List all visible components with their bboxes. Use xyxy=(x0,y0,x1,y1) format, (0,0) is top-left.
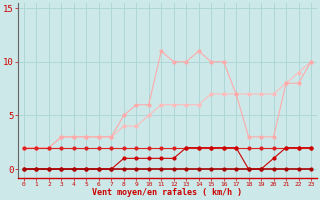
X-axis label: Vent moyen/en rafales ( km/h ): Vent moyen/en rafales ( km/h ) xyxy=(92,188,243,197)
